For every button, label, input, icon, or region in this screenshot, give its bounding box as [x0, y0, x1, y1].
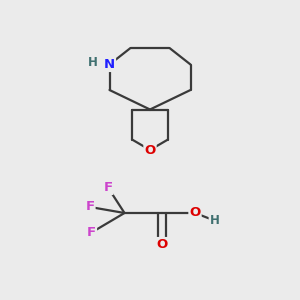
Text: H: H — [88, 56, 98, 70]
Text: F: F — [87, 226, 96, 239]
Text: F: F — [103, 181, 112, 194]
Text: O: O — [189, 206, 201, 220]
Text: H: H — [210, 214, 219, 227]
Text: O: O — [144, 143, 156, 157]
Text: F: F — [85, 200, 94, 214]
Text: O: O — [156, 238, 168, 251]
Text: N: N — [104, 58, 115, 71]
